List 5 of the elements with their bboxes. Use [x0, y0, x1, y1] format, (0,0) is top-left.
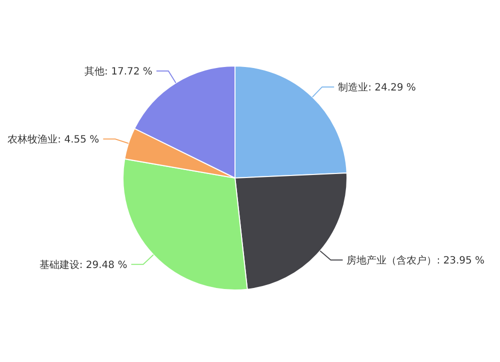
slice-label: 制造业: 24.29 %: [338, 81, 416, 94]
slice-label: 其他: 17.72 %: [84, 66, 152, 78]
slice-label: 基础建设: 29.48 %: [39, 258, 128, 271]
slice-label: 房地产业（含农户）: 23.95 %: [346, 254, 485, 266]
slice-label: 农林牧渔业: 4.55 %: [8, 134, 100, 146]
